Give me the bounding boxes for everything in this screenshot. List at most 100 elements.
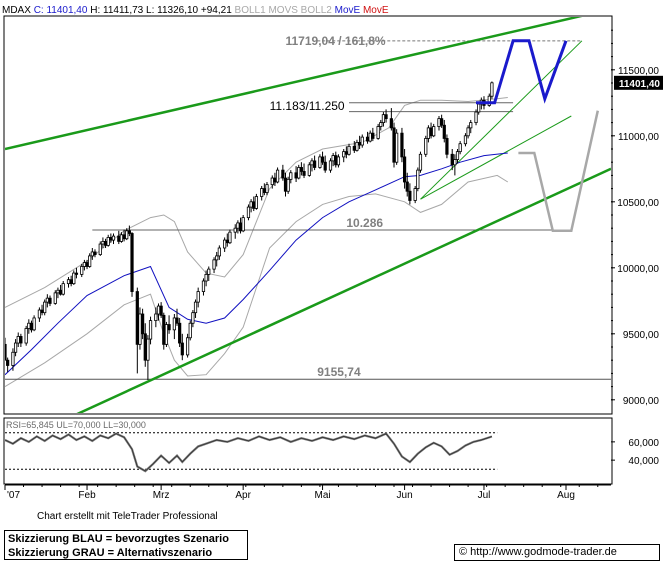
candle-body-127 (424, 138, 428, 155)
time-tick-label-7: Aug (557, 490, 575, 501)
candle-body-4 (16, 336, 20, 344)
candle-body-19 (66, 279, 71, 285)
candle-body-10 (37, 309, 42, 319)
level-label-1: 11.183/11.250 (270, 99, 345, 113)
candle-body-18 (61, 283, 65, 295)
header-indicator-blue: MovE (335, 5, 361, 16)
candle-body-50 (162, 314, 166, 345)
candle-body-103 (342, 151, 346, 158)
candle-body-69 (225, 239, 229, 244)
candle-body-74 (241, 217, 245, 232)
candle-body-73 (238, 222, 243, 232)
candle-body-24 (82, 262, 86, 267)
time-tick-label-5: Jun (397, 490, 413, 501)
candle-body-54 (175, 317, 179, 324)
candle-body-101 (334, 155, 338, 166)
candle-body-77 (252, 201, 256, 209)
candle-body-30 (101, 240, 105, 245)
blue-scenario-line (476, 39, 568, 105)
rsi-tick-label-1: 60,000 (628, 438, 659, 449)
candle-body-86 (283, 177, 288, 192)
candle-body-76 (249, 201, 253, 208)
candle-body-22 (74, 272, 79, 275)
candle-body-27 (90, 251, 94, 257)
candle-body-110 (365, 136, 370, 142)
candle-body-17 (58, 289, 63, 295)
candle-body-81 (265, 184, 269, 193)
candle-body-134 (445, 138, 449, 155)
candle-body-38 (125, 230, 129, 240)
candle-body-135 (450, 153, 454, 166)
candle-body-36 (119, 234, 124, 242)
candle-body-129 (429, 127, 433, 137)
scenario-legend: Skizzierung BLAU = bevorzugtes Szenario … (4, 530, 248, 560)
header-low: L: 11326,10 (146, 5, 199, 16)
source-url[interactable]: http://www.godmode-trader.de (470, 546, 617, 558)
candle-body-102 (336, 156, 341, 166)
candle-body-94 (310, 160, 314, 166)
bollinger-upper-line (5, 97, 508, 308)
uptrend-line-1 (420, 115, 572, 200)
candle-body-124 (413, 188, 417, 201)
candle-body-61 (196, 291, 200, 303)
trend-channel-upper (5, 17, 583, 151)
candle-body-99 (328, 160, 333, 171)
candle-body-90 (297, 167, 301, 179)
candle-body-146 (487, 95, 491, 106)
candle-body-105 (347, 145, 351, 155)
rsi-panel-frame (3, 417, 613, 485)
candle-body-33 (109, 237, 113, 241)
trend-channel-lower (76, 167, 611, 413)
candle-body-118 (392, 127, 396, 163)
header-high: H: 11411,73 (90, 5, 143, 16)
candle-body-126 (418, 153, 423, 171)
candle-body-80 (262, 188, 266, 193)
price-tick-label-0: 9000,00 (623, 396, 660, 407)
candle-body-23 (80, 266, 84, 275)
candle-body-96 (318, 156, 322, 168)
candle-body-132 (440, 118, 444, 126)
candle-body-139 (463, 135, 468, 145)
candle-body-40 (130, 233, 134, 292)
candle-body-114 (379, 122, 383, 127)
candle-body-113 (376, 126, 380, 139)
candle-body-131 (437, 118, 441, 127)
candle-body-141 (469, 122, 473, 129)
time-tick-label-4: Mai (314, 490, 330, 501)
candle-body-60 (193, 301, 198, 314)
time-tick-label-0: '07 (7, 490, 20, 501)
candle-body-25 (85, 262, 89, 267)
moving-average-line (5, 152, 508, 376)
candle-body-120 (400, 132, 404, 158)
candle-body-84 (275, 169, 280, 183)
level-label-0: 11719,04 / 161,8% (286, 34, 386, 48)
price-panel: 11719,04 / 161,8% 11.183/11.250 10.286 9155… (5, 17, 611, 413)
candle-body-2 (11, 351, 15, 366)
candle-body-75 (246, 206, 251, 219)
candle-body-42 (138, 313, 142, 345)
source-link[interactable]: © http://www.godmode-trader.de (454, 544, 660, 561)
candle-body-72 (236, 222, 240, 229)
candle-body-95 (313, 160, 317, 168)
price-tick-label-3: 10500,00 (617, 198, 659, 209)
rsi-panel (5, 432, 498, 473)
legend-line-blue: Skizzierung BLAU = bevorzugtes Szenario (8, 533, 229, 545)
candle-body-6 (24, 328, 28, 344)
candle-body-47 (154, 313, 158, 321)
candle-body-123 (408, 190, 412, 201)
candle-body-5 (19, 336, 23, 344)
candle-body-21 (72, 272, 76, 285)
candle-body-9 (32, 317, 36, 331)
candle-body-119 (395, 132, 399, 163)
candle-body-88 (289, 172, 293, 180)
candle-body-98 (323, 161, 327, 171)
candle-body-117 (389, 118, 393, 129)
price-axis: 9000,00 9500,00 10000,00 10500,00 11000,00 11… (611, 29, 663, 407)
candle-body-64 (207, 268, 211, 275)
price-tick-label-2: 10000,00 (617, 264, 659, 275)
rsi-title: RSI=65,845 UL=70,000 LL=30,000 (6, 420, 146, 430)
candle-body-115 (381, 114, 386, 124)
candle-body-87 (286, 178, 290, 192)
candle-body-109 (360, 136, 364, 146)
candle-body-20 (69, 279, 73, 285)
